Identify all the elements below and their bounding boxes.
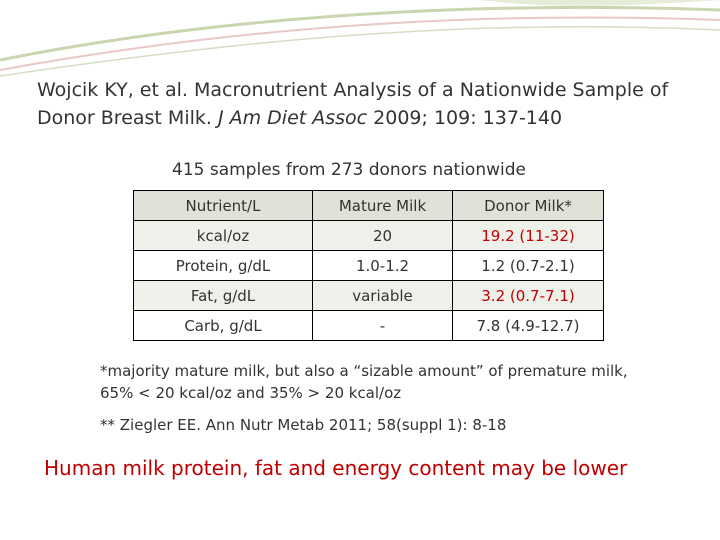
cell: - bbox=[312, 310, 453, 341]
cell: Fat, g/dL bbox=[133, 280, 313, 311]
header-cell: Donor Milk* bbox=[452, 190, 604, 221]
cell: 20 bbox=[312, 220, 453, 251]
cell: Carb, g/dL bbox=[133, 310, 313, 341]
citation-text: Wojcik KY, et al. Macronutrient Analysis… bbox=[37, 79, 669, 129]
footnote: *majority mature milk, but also a “sizab… bbox=[100, 362, 628, 402]
cell: Protein, g/dL bbox=[133, 250, 313, 281]
cell: 1.0-1.2 bbox=[312, 250, 453, 281]
header-cell: Mature Milk bbox=[312, 190, 453, 221]
header-cell: Nutrient/L bbox=[133, 190, 313, 221]
decoration bbox=[0, 0, 720, 77]
cell: 1.2 (0.7-2.1) bbox=[452, 250, 604, 281]
journal: J Am Diet Assoc bbox=[217, 107, 368, 129]
cell: kcal/oz bbox=[133, 220, 313, 251]
citation-details: 2009; 109: 137-140 bbox=[373, 107, 563, 129]
table: Nutrient/L Mature Milk Donor Milk* kcal/oz… bbox=[133, 190, 604, 341]
cell: variable bbox=[312, 280, 453, 311]
subtitle: 415 samples from 273 donors nationwide bbox=[172, 160, 526, 180]
cell: 7.8 (4.9-12.7) bbox=[452, 310, 604, 341]
cell: 19.2 (11-32) bbox=[452, 220, 604, 251]
cell: 3.2 (0.7-7.1) bbox=[452, 280, 604, 311]
conclusion: Human milk protein, fat and energy conte… bbox=[44, 456, 628, 480]
footnote: ** Ziegler EE. Ann Nutr Metab 2011; 58(s… bbox=[100, 416, 507, 434]
citation: Wojcik KY, et al. Macronutrient Analysis… bbox=[37, 76, 697, 132]
